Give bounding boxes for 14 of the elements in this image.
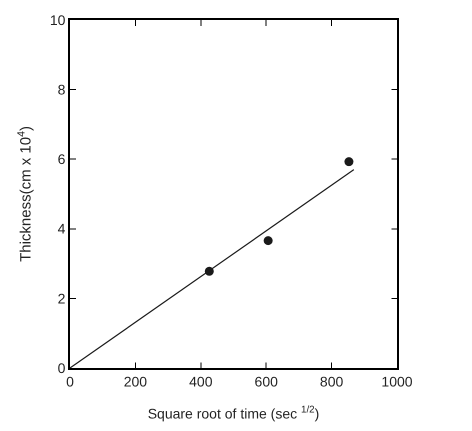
y-tick-label: 10 bbox=[50, 12, 66, 28]
x-tick-label: 600 bbox=[254, 374, 278, 390]
y-tick-label: 6 bbox=[58, 151, 66, 168]
x-tick-label: 800 bbox=[320, 374, 344, 390]
point bbox=[344, 157, 354, 166]
y-tick-label: 2 bbox=[58, 290, 66, 306]
point bbox=[264, 236, 273, 246]
x-tick-label: 1000 bbox=[381, 374, 413, 390]
x-tick-label: 400 bbox=[189, 374, 213, 390]
y-tick-label: 0 bbox=[58, 360, 66, 376]
x-axis-title: Square root of time (sec $^{1/2}$) bbox=[148, 404, 320, 422]
x-tick-label: 200 bbox=[124, 374, 148, 390]
y-tick-label: 8 bbox=[58, 82, 66, 98]
y-tick-label: 4 bbox=[58, 220, 66, 237]
